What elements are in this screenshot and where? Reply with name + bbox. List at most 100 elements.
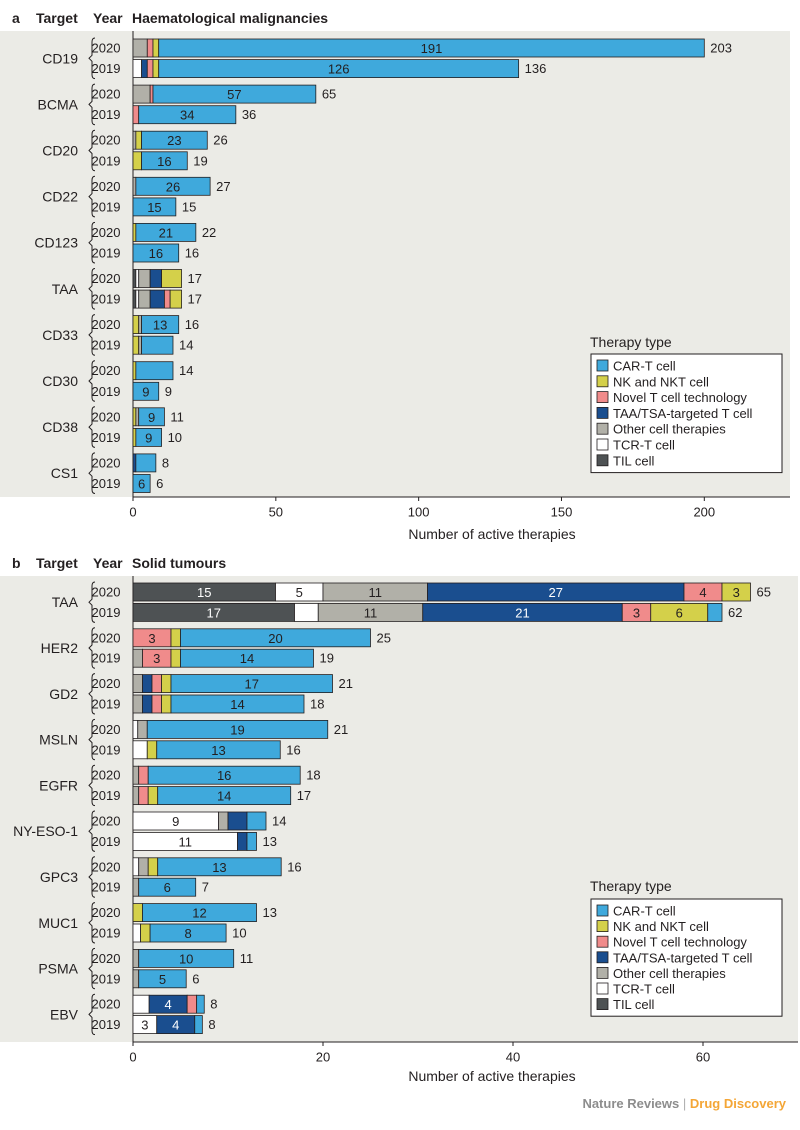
bar-segment-taa-tsa-targeted-t-cell <box>132 453 137 473</box>
bar-segment-nk-and-nkt-cell <box>147 857 159 877</box>
bar-segment-car-t-cell <box>149 923 227 943</box>
segment-value-label: 5 <box>296 585 303 600</box>
journal-name: Drug Discovery <box>689 1096 786 1111</box>
target-label: CS1 <box>51 465 78 481</box>
target-group-her2: HER2 2020 3 20 25 2019 3 14 19 <box>41 627 391 669</box>
legend-entry: Novel T cell technology <box>613 935 747 950</box>
segment-value-label: 191 <box>421 41 443 56</box>
target-label: CD22 <box>42 189 78 205</box>
legend-swatch-nk-and-nkt-cell <box>596 920 609 932</box>
target-label: MSLN <box>39 732 78 748</box>
bar-segment-car-t-cell <box>194 1015 203 1034</box>
panel-b: b Target Year Solid tumours 0 20 40 60 Number of… <box>0 555 798 1084</box>
legend-swatch-taa-tsa-targeted-t-cell <box>596 951 609 964</box>
segment-value-label: 126 <box>328 62 350 77</box>
segment-value-label: 10 <box>179 951 193 966</box>
bar-total-label: 6 <box>156 476 163 491</box>
year-label: 2019 <box>92 742 121 757</box>
x-tick-label: 200 <box>693 505 715 520</box>
bar-segment-car-t-cell <box>158 59 520 78</box>
legend-swatch-other-cell-therapies <box>596 422 609 435</box>
segment-value-label: 8 <box>184 926 191 941</box>
year-label: 2020 <box>92 722 121 737</box>
bar-total-label: 17 <box>188 292 202 307</box>
group-bracket <box>88 452 96 494</box>
bar-segment-novel-t-cell-technology <box>186 994 198 1014</box>
bar-segment-car-t-cell <box>158 38 705 58</box>
segment-value-label: 3 <box>141 1018 148 1033</box>
bar-segment-car-t-cell <box>146 720 329 739</box>
bar-total-label: 19 <box>193 153 207 168</box>
bar-segment-other-cell-therapies <box>132 877 140 897</box>
bar-segment-novel-t-cell-technology <box>164 289 171 309</box>
year-label: 2019 <box>92 153 121 168</box>
bar-total-label: 26 <box>213 133 227 148</box>
segment-value-label: 9 <box>148 410 155 425</box>
panel-a: a Target Year Haematological malignancies 0 5… <box>0 10 790 542</box>
bar-segment-car-t-cell <box>132 243 180 263</box>
target-label: CD30 <box>42 373 78 389</box>
year-label: 2020 <box>92 317 121 332</box>
target-group-cd19: CD19 2020 191 203 2019 126 136 <box>42 37 732 80</box>
bar-total-label: 9 <box>165 384 172 399</box>
bar-total-label: 19 <box>320 651 334 666</box>
x-tick-label: 150 <box>551 505 573 520</box>
segment-value-label: 17 <box>245 677 259 692</box>
target-label: GPC3 <box>40 869 78 885</box>
bar-segment-car-t-cell <box>132 197 177 217</box>
year-label: 2019 <box>92 107 121 122</box>
segment-value-label: 13 <box>211 743 225 758</box>
group-bracket <box>88 221 96 264</box>
bar-segment-nk-and-nkt-cell <box>161 674 172 693</box>
year-label: 2020 <box>92 409 121 424</box>
bar-total-label: 16 <box>286 742 300 757</box>
x-tick-label: 60 <box>696 1050 710 1065</box>
legend-entry: TCR-T cell <box>613 982 675 997</box>
legend-swatch-til-cell <box>596 998 609 1010</box>
legend-swatch-novel-t-cell-technology <box>596 391 609 404</box>
segment-value-label: 16 <box>149 246 163 261</box>
legend-entry: TAA/TSA-targeted T cell <box>613 406 753 421</box>
x-axis-label: Number of active therapies <box>408 1068 575 1084</box>
segment-value-label: 20 <box>268 631 282 646</box>
bar-segment-other-cell-therapies <box>218 811 229 831</box>
chart-title: Haematological malignancies <box>132 10 328 26</box>
bar-segment-novel-t-cell-technology <box>138 765 149 785</box>
year-label: 2020 <box>92 814 121 829</box>
target-label: CD123 <box>34 235 78 251</box>
journal-credit: Nature Reviews | Drug Discovery <box>582 1096 786 1111</box>
group-bracket <box>88 360 96 402</box>
legend-entry: TAA/TSA-targeted T cell <box>613 950 753 965</box>
bar-segment-other-cell-therapies <box>132 176 137 196</box>
bar-segment-nk-and-nkt-cell <box>170 648 181 668</box>
target-group-cs1: CS1 2020 8 2019 6 6 <box>51 452 169 494</box>
bar-segment-tcr-t-cell <box>132 59 142 78</box>
bar-segment-nk-and-nkt-cell <box>147 786 159 805</box>
bar-segment-other-cell-therapies <box>132 694 143 714</box>
segment-value-label: 12 <box>192 906 206 921</box>
segment-value-label: 11 <box>179 834 193 849</box>
target-label: GD2 <box>49 686 78 702</box>
bar-segment-tcr-t-cell <box>132 720 139 739</box>
segment-value-label: 11 <box>369 585 383 600</box>
segment-value-label: 15 <box>147 200 161 215</box>
x-tick-label: 50 <box>269 505 283 520</box>
target-group-taa: TAA 2020 17 2019 17 <box>52 268 202 310</box>
panel-label: b <box>12 555 21 571</box>
legend-entry: CAR-T cell <box>613 359 676 374</box>
bar-segment-nk-and-nkt-cell <box>132 151 142 171</box>
year-label: 2019 <box>92 292 121 307</box>
bar-segment-other-cell-therapies <box>132 648 143 668</box>
bar-total-label: 15 <box>182 199 196 214</box>
bar-segment-novel-t-cell-technology <box>138 786 149 805</box>
bar-segment-nk-and-nkt-cell <box>721 582 751 602</box>
year-label: 2019 <box>92 476 121 491</box>
group-bracket <box>88 810 96 852</box>
bar-segment-nk-and-nkt-cell <box>132 315 140 335</box>
bar-segment-car-t-cell <box>135 427 162 447</box>
bar-total-label: 11 <box>240 951 254 966</box>
legend-swatch-novel-t-cell-technology <box>596 935 609 948</box>
group-bracket <box>88 268 96 310</box>
year-label: 2020 <box>92 585 121 600</box>
